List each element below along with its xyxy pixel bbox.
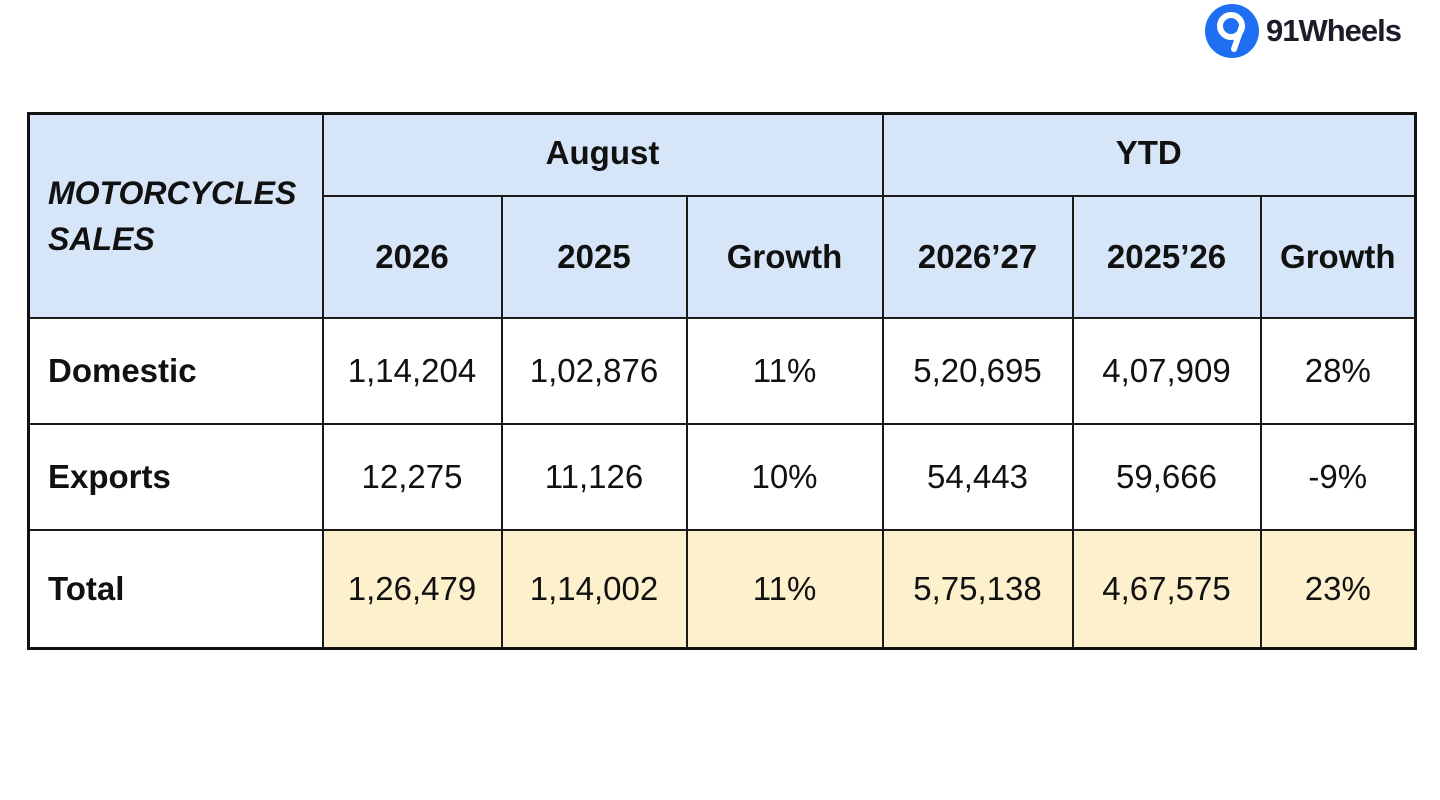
header-group-row: MOTORCYCLES SALES August YTD xyxy=(27,112,1417,319)
row-label: Domestic xyxy=(27,317,324,425)
row-label: Total xyxy=(27,529,324,650)
column-header: Growth xyxy=(685,195,884,319)
table-cell-highlighted: 1,14,002 xyxy=(500,529,688,650)
column-header: 2025 xyxy=(500,195,688,319)
table-cell: 1,02,876 xyxy=(500,317,688,425)
table-cell: 4,07,909 xyxy=(1071,317,1262,425)
table-cell: 11,126 xyxy=(500,423,688,531)
column-header: 2026’27 xyxy=(881,195,1074,319)
column-header: Growth xyxy=(1259,195,1417,319)
group-header-ytd: YTD xyxy=(881,112,1417,197)
table-title-line1: MOTORCYCLES xyxy=(48,175,297,211)
table-row-exports: Exports 12,275 11,126 10% 54,443 59,666 … xyxy=(27,423,1417,531)
table-cell: 59,666 xyxy=(1071,423,1262,531)
table-cell: 11% xyxy=(685,317,884,425)
table-cell: 28% xyxy=(1259,317,1417,425)
table-cell-highlighted: 5,75,138 xyxy=(881,529,1074,650)
table-cell-highlighted: 4,67,575 xyxy=(1071,529,1262,650)
header-sub-row: 2026 2025 Growth 2026’27 2025’26 Growth xyxy=(28,195,1417,319)
table-title: MOTORCYCLES SALES xyxy=(27,112,324,319)
column-header: 2026 xyxy=(321,195,503,319)
table-cell: 12,275 xyxy=(321,423,503,531)
table-cell: 54,443 xyxy=(881,423,1074,531)
table-cell-highlighted: 11% xyxy=(685,529,884,650)
table-row-total: Total 1,26,479 1,14,002 11% 5,75,138 4,6… xyxy=(27,529,1417,650)
group-header-august: August xyxy=(321,112,884,197)
table-row-domestic: Domestic 1,14,204 1,02,876 11% 5,20,695 … xyxy=(27,317,1417,425)
table-cell: 5,20,695 xyxy=(881,317,1074,425)
table-cell-highlighted: 23% xyxy=(1259,529,1417,650)
brand-logo: 91Wheels xyxy=(1204,2,1402,60)
column-header: 2025’26 xyxy=(1071,195,1262,319)
table-cell: 10% xyxy=(685,423,884,531)
table-cell: -9% xyxy=(1259,423,1417,531)
motorcycle-sales-table: MOTORCYCLES SALES August YTD 2026 2025 G… xyxy=(27,112,1418,650)
table-cell: 1,14,204 xyxy=(321,317,503,425)
table-cell-highlighted: 1,26,479 xyxy=(321,529,503,650)
row-label: Exports xyxy=(27,423,324,531)
brand-name: 91Wheels xyxy=(1266,13,1402,48)
logo-9-icon xyxy=(1205,4,1259,58)
table-title-line2: SALES xyxy=(48,221,155,257)
